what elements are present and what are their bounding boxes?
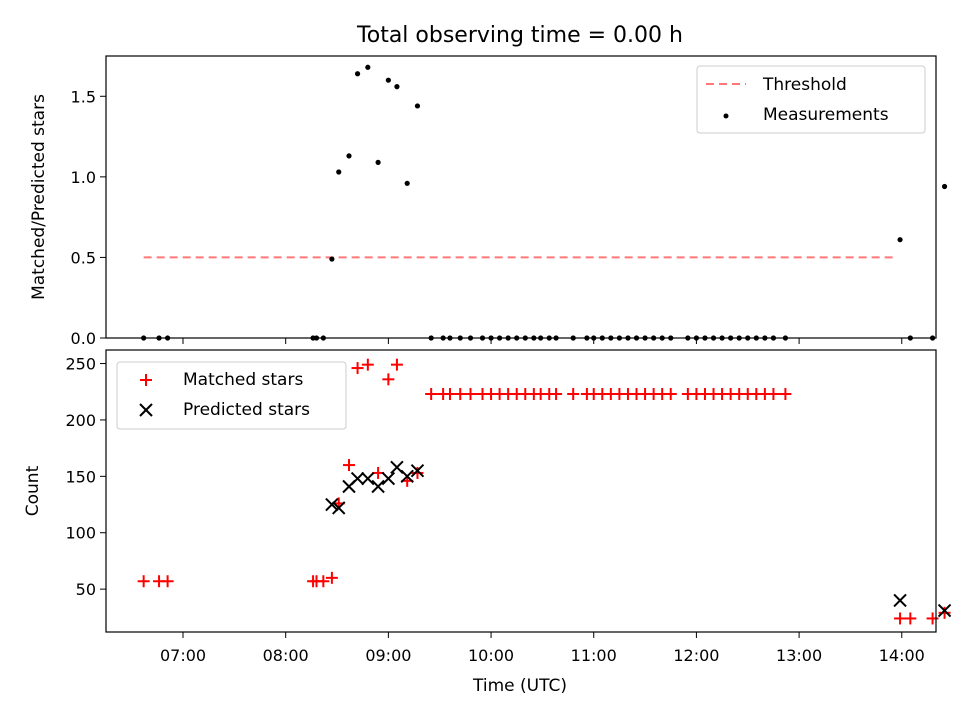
predicted-star-point	[350, 471, 365, 486]
matched-star-point	[351, 362, 364, 375]
predicted-star-point	[937, 603, 952, 618]
legend-measurements-label: Measurements	[763, 105, 889, 125]
legend-threshold-label: Threshold	[762, 75, 847, 95]
matched-star-point	[779, 387, 792, 400]
measurement-point	[365, 64, 371, 70]
legend-matched-label: Matched stars	[183, 370, 303, 390]
matched-star-point	[137, 575, 150, 588]
bottom-axes-frame	[105, 349, 937, 633]
matched-star-point	[550, 387, 563, 400]
legend-matched-plus-icon	[140, 374, 152, 386]
matched-star-point	[390, 358, 403, 371]
bottom-x-ticks: 07:00 08:00 09:00 10:00 11:00 12:00 13:00 14:00	[160, 632, 925, 665]
measurement-point	[329, 256, 335, 262]
top-y-axis-label: Matched/Predicted stars	[29, 94, 49, 300]
y-tick-label: 250	[65, 355, 96, 374]
matched-star-point	[425, 387, 438, 400]
x-tick-label: 13:00	[776, 646, 822, 665]
measurement-point	[941, 183, 948, 190]
y-tick-label: 150	[65, 467, 96, 486]
y-tick-label: 1.0	[71, 168, 96, 187]
y-tick-label: 0.0	[71, 329, 96, 348]
x-tick-label: 11:00	[571, 646, 617, 665]
y-tick-label: 100	[65, 524, 96, 543]
measurement-point	[336, 169, 342, 175]
x-tick-label: 09:00	[365, 646, 411, 665]
bottom-y-axis-label: Count	[23, 465, 43, 516]
matched-star-point	[567, 387, 580, 400]
bottom-legend-box	[116, 361, 347, 430]
top-x-ticks	[182, 338, 903, 344]
bottom-y-ticks: 50 100 150 200 250	[65, 355, 106, 599]
matched-star-point	[325, 571, 338, 584]
y-tick-label: 1.5	[71, 87, 96, 106]
matched-star-point	[443, 387, 456, 400]
matched-star-point	[411, 466, 424, 479]
measurement-point	[394, 84, 400, 90]
y-tick-label: 0.5	[71, 248, 96, 267]
bottom-panel: 50 100 150 200 250 07:00 08:00 09:00 10:00 11:00…	[23, 349, 952, 696]
top-legend-box	[696, 65, 926, 134]
measurement-point	[385, 77, 391, 83]
matched-star-point	[161, 575, 174, 588]
legend-predicted-cross-icon	[139, 403, 153, 417]
y-tick-label: 200	[65, 411, 96, 430]
matched-star-point	[938, 606, 951, 619]
legend-measurements-dot-icon	[723, 113, 729, 119]
matched-star-point	[904, 612, 917, 625]
matched-star-point	[664, 387, 677, 400]
measurement-point	[404, 180, 410, 186]
predicted-star-point	[371, 479, 385, 494]
predicted-star-point	[381, 471, 396, 486]
top-panel: 0.0 0.5 1.0 1.5 Matched/Predicted stars Thr…	[29, 55, 948, 348]
measurement-point	[354, 71, 361, 77]
predicted-star-point	[400, 469, 414, 484]
predicted-star-point	[410, 463, 425, 478]
legend-predicted-label: Predicted stars	[183, 400, 310, 420]
measurement-point	[375, 159, 381, 165]
x-tick-label: 08:00	[263, 646, 309, 665]
x-axis-label: Time (UTC)	[472, 676, 567, 696]
x-tick-label: 12:00	[673, 646, 719, 665]
top-marks	[141, 64, 948, 341]
matched-star-point	[361, 358, 374, 371]
matched-star-point	[454, 387, 467, 400]
bottom-marks	[137, 358, 952, 625]
bottom-legend: Matched stars Predicted stars	[116, 361, 347, 430]
predicted-star-point	[332, 501, 346, 515]
matched-star-point	[382, 373, 395, 386]
matched-star-point	[343, 459, 356, 472]
measurement-point	[346, 153, 352, 159]
y-tick-label: 50	[76, 580, 96, 599]
x-tick-label: 07:00	[160, 646, 206, 665]
matched-star-point	[464, 387, 477, 400]
top-axes-frame	[105, 55, 937, 339]
matched-star-point	[767, 387, 780, 400]
predicted-star-point	[361, 471, 375, 486]
measurement-point	[414, 103, 421, 109]
top-y-ticks: 0.0 0.5 1.0 1.5	[71, 87, 106, 348]
predicted-star-point	[325, 497, 339, 512]
x-tick-label: 10:00	[468, 646, 514, 665]
measurement-point	[897, 237, 903, 243]
predicted-star-point	[893, 593, 907, 608]
top-legend: Threshold Measurements	[696, 65, 926, 134]
matched-star-point	[894, 612, 907, 625]
chart-title: Total observing time = 0.00 h	[356, 23, 683, 48]
x-tick-label: 14:00	[879, 646, 925, 665]
matched-star-point	[317, 575, 330, 588]
